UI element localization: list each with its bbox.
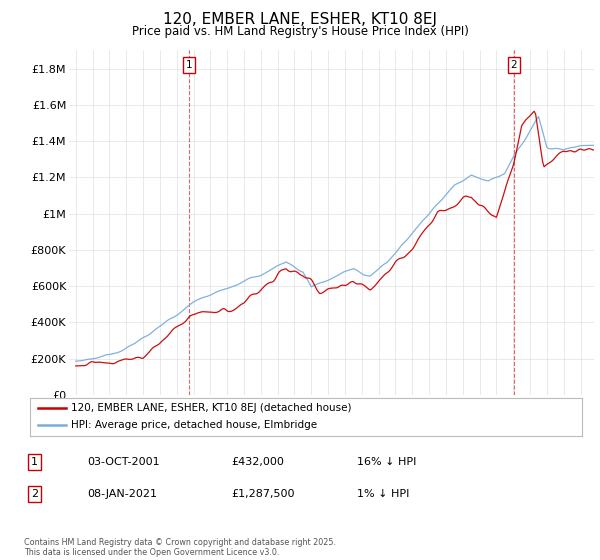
Text: 2: 2 — [31, 489, 38, 499]
Text: 03-OCT-2001: 03-OCT-2001 — [87, 457, 160, 467]
Text: £432,000: £432,000 — [231, 457, 284, 467]
Text: 120, EMBER LANE, ESHER, KT10 8EJ (detached house): 120, EMBER LANE, ESHER, KT10 8EJ (detach… — [71, 403, 352, 413]
Text: 1: 1 — [31, 457, 38, 467]
Text: Contains HM Land Registry data © Crown copyright and database right 2025.
This d: Contains HM Land Registry data © Crown c… — [24, 538, 336, 557]
Text: HPI: Average price, detached house, Elmbridge: HPI: Average price, detached house, Elmb… — [71, 421, 317, 431]
Text: 120, EMBER LANE, ESHER, KT10 8EJ: 120, EMBER LANE, ESHER, KT10 8EJ — [163, 12, 437, 27]
Text: 1: 1 — [186, 60, 193, 70]
Text: 2: 2 — [511, 60, 517, 70]
Text: 08-JAN-2021: 08-JAN-2021 — [87, 489, 157, 499]
Text: 1% ↓ HPI: 1% ↓ HPI — [357, 489, 409, 499]
Text: Price paid vs. HM Land Registry's House Price Index (HPI): Price paid vs. HM Land Registry's House … — [131, 25, 469, 38]
Text: 16% ↓ HPI: 16% ↓ HPI — [357, 457, 416, 467]
Text: £1,287,500: £1,287,500 — [231, 489, 295, 499]
